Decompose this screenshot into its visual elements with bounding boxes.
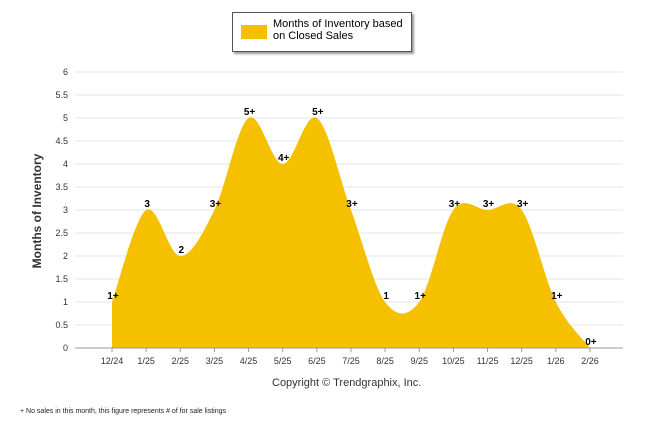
y-tick-label: 4 — [63, 159, 68, 169]
y-tick-label: 5 — [63, 113, 68, 123]
y-tick-label: 2 — [63, 251, 68, 261]
x-tick-label: 8/25 — [376, 356, 394, 366]
x-tick-label: 4/25 — [240, 356, 258, 366]
copyright-text: Copyright © Trendgraphix, Inc. — [272, 377, 422, 389]
legend: Months of Inventory based on Closed Sale… — [232, 12, 412, 52]
data-label: 3+ — [346, 199, 358, 210]
data-label: 3+ — [517, 199, 529, 210]
x-tick-label: 6/25 — [308, 356, 326, 366]
data-label: 1+ — [551, 291, 563, 302]
y-tick-label: 5.5 — [55, 90, 68, 100]
y-tick-label: 6 — [63, 67, 68, 77]
data-label: 1+ — [415, 291, 427, 302]
y-tick-label: 1.5 — [55, 274, 68, 284]
data-label: 4+ — [278, 153, 290, 164]
x-tick-label: 10/25 — [442, 356, 465, 366]
legend-label-line1: Months of Inventory based — [273, 18, 403, 30]
data-label: 5+ — [312, 107, 324, 118]
y-tick-label: 3.5 — [55, 182, 68, 192]
footnote: + No sales in this month, this figure re… — [20, 408, 227, 415]
x-tick-label: 2/25 — [172, 356, 190, 366]
x-axis-ticks: 12/24 1/25 2/25 3/25 4/25 5/25 6/25 7/25 8/25 9/2… — [101, 348, 599, 366]
data-labels: 1+ 3 2 3+ 5+ 4+ 5+ 3+ 1 1+ 3+ 3+ 3+ 1+ 0+ — [107, 107, 597, 348]
data-label: 3 — [144, 199, 150, 210]
legend-label-line2: on Closed Sales — [273, 30, 354, 42]
data-label: 0+ — [585, 337, 597, 348]
area-series — [112, 117, 590, 349]
x-tick-label: 7/25 — [342, 356, 360, 366]
data-label: 3+ — [483, 199, 495, 210]
x-tick-label: 2/26 — [581, 356, 599, 366]
x-tick-label: 12/24 — [101, 356, 124, 366]
x-tick-label: 3/25 — [206, 356, 224, 366]
y-axis-ticks: 0 0.5 1 1.5 2 2.5 3 3.5 4 4.5 5 5.5 6 — [55, 67, 68, 353]
data-label: 2 — [178, 245, 184, 256]
x-tick-label: 11/25 — [477, 356, 499, 366]
legend-label: Months of Inventory based on Closed Sale… — [273, 18, 407, 42]
y-tick-label: 1 — [63, 297, 68, 307]
data-label: 5+ — [244, 107, 256, 118]
y-tick-label: 0.5 — [55, 320, 68, 330]
x-tick-label: 5/25 — [274, 356, 292, 366]
data-label: 3+ — [449, 199, 461, 210]
legend-swatch — [241, 25, 267, 39]
y-tick-label: 3 — [63, 205, 68, 215]
x-tick-label: 1/26 — [547, 356, 565, 366]
y-axis-label: Months of Inventory — [30, 153, 44, 268]
x-tick-label: 9/25 — [410, 356, 428, 366]
x-tick-label: 12/25 — [510, 356, 533, 366]
y-tick-label: 4.5 — [55, 136, 68, 146]
y-tick-label: 0 — [63, 343, 68, 353]
data-label: 1+ — [107, 291, 119, 302]
x-tick-label: 1/25 — [137, 356, 155, 366]
data-label: 3+ — [210, 199, 222, 210]
data-label: 1 — [383, 291, 389, 302]
y-tick-label: 2.5 — [55, 228, 68, 238]
